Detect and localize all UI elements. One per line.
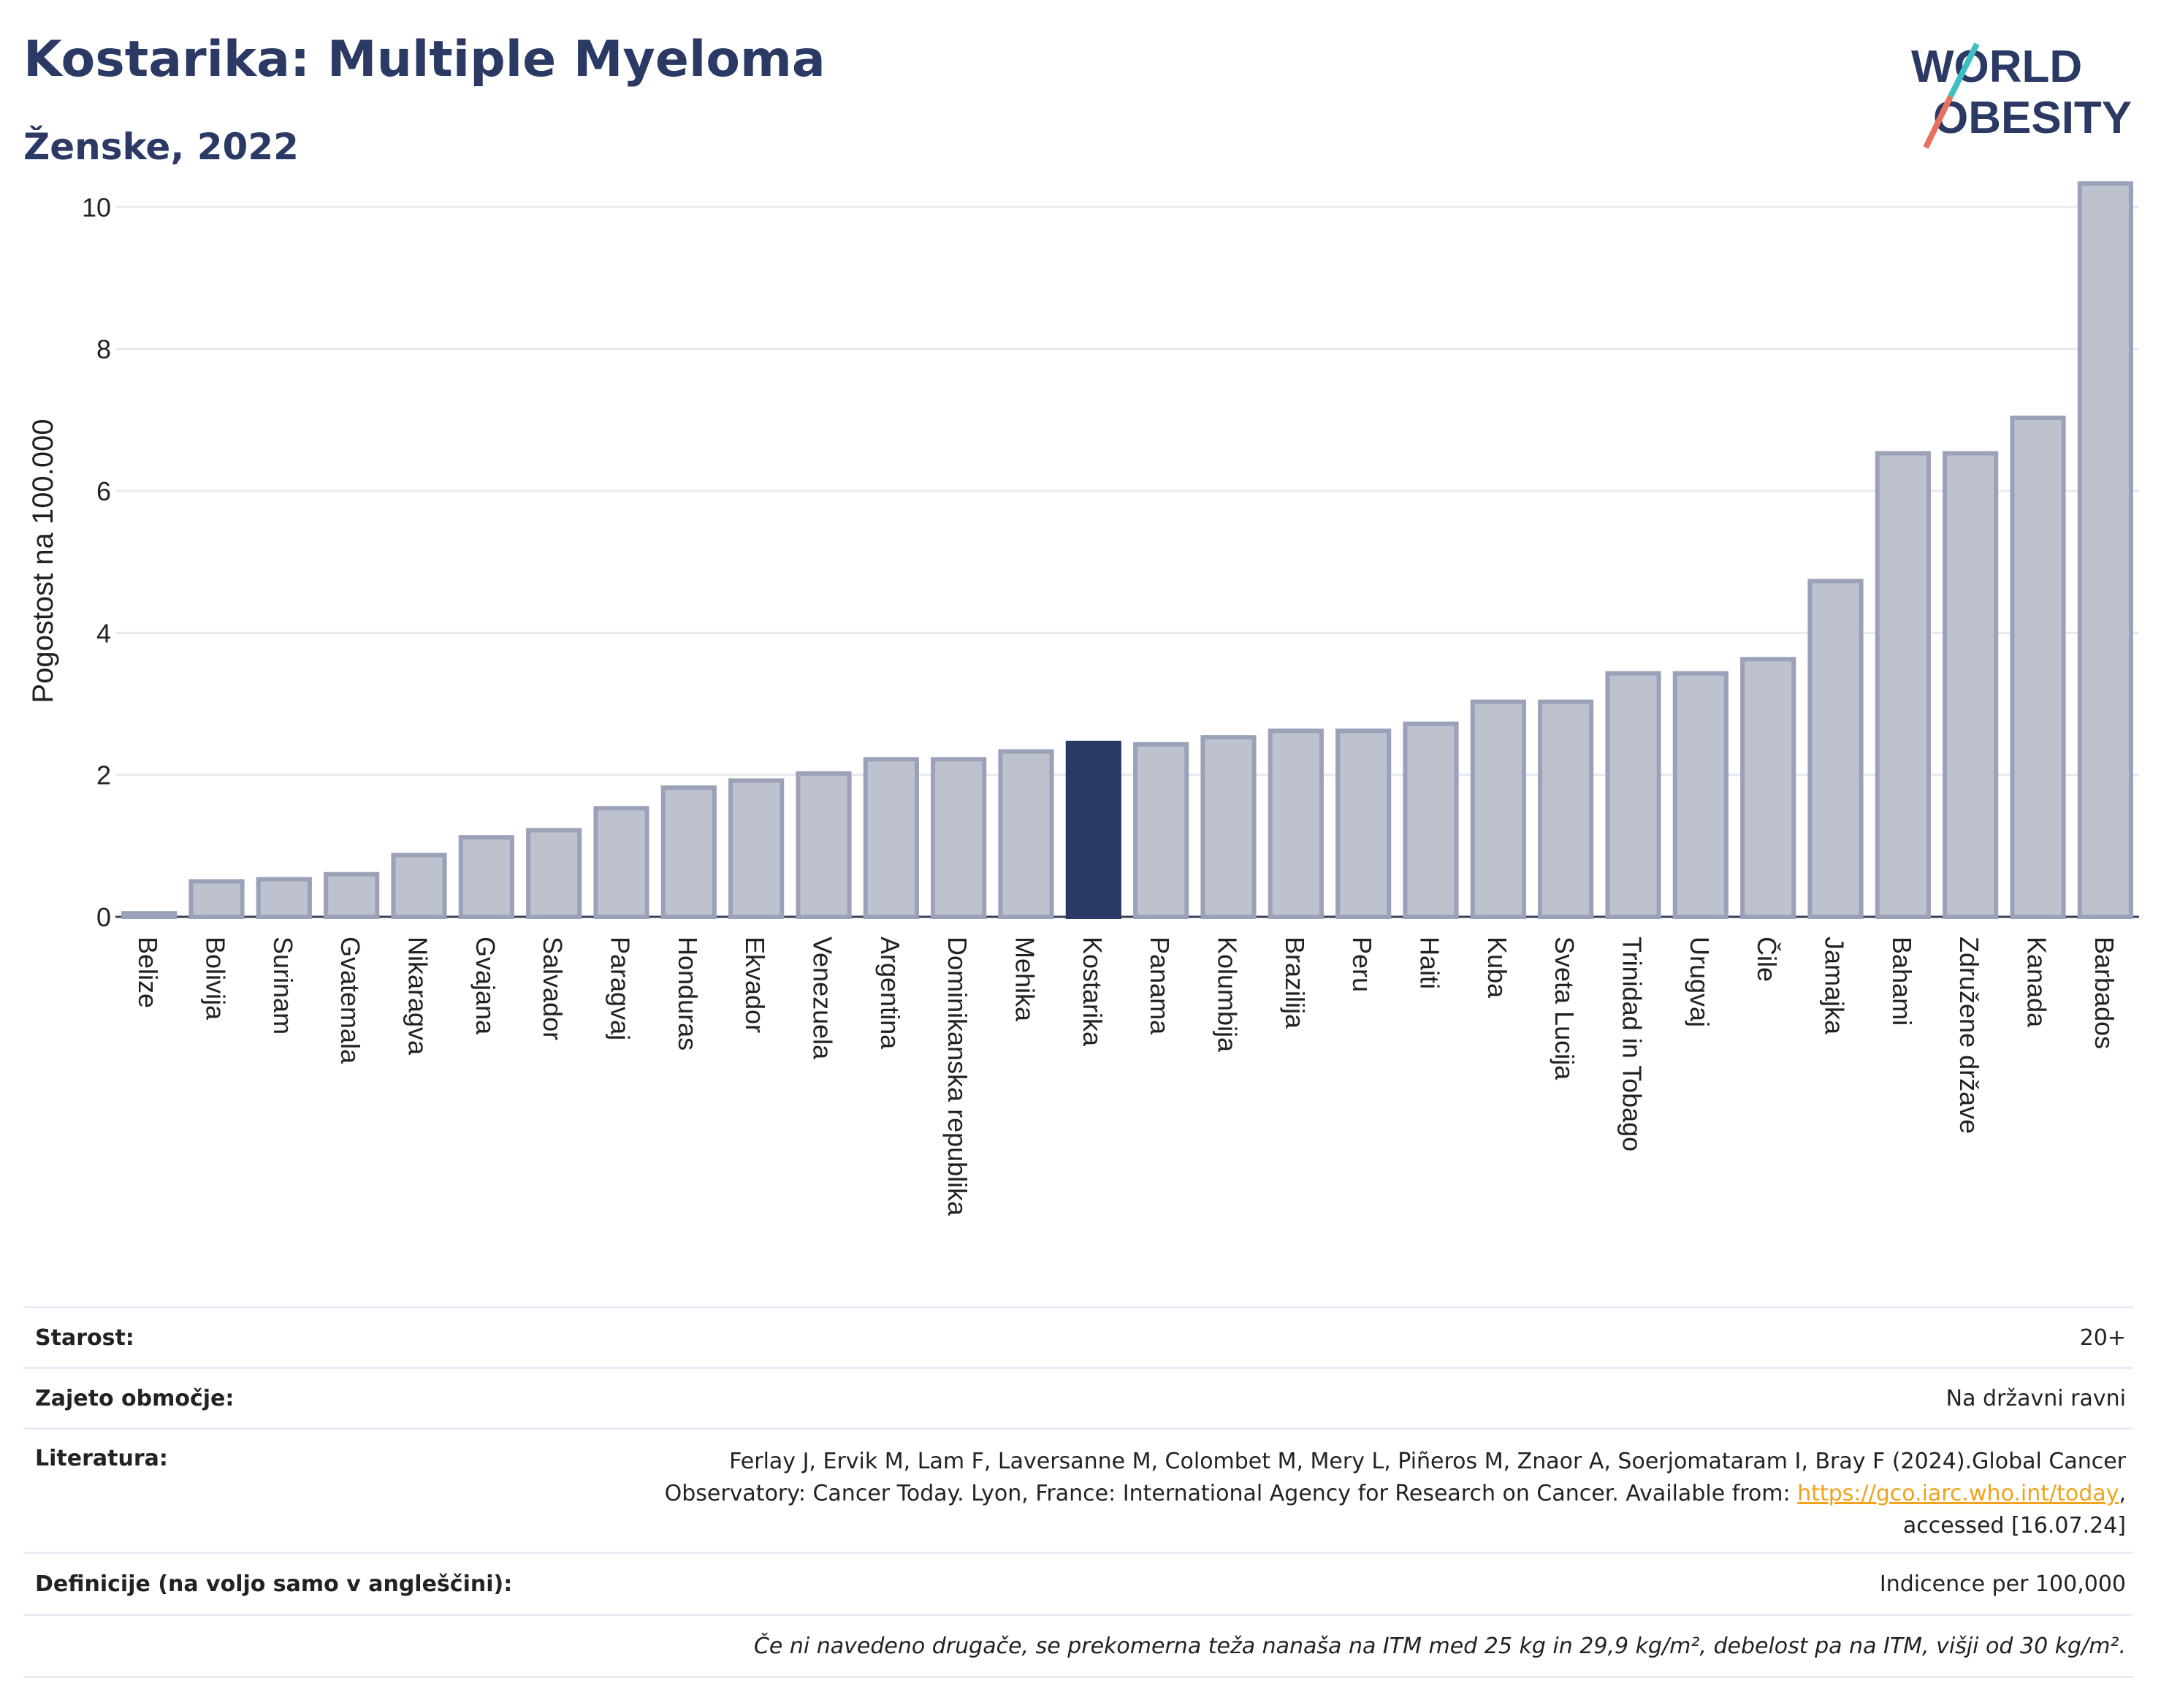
- bar-28: [2010, 415, 2066, 919]
- x-tick-label: Kostarika: [1078, 937, 1108, 1047]
- x-tick-label: Peru: [1347, 937, 1377, 992]
- x-tick-label: Venezuela: [808, 937, 838, 1060]
- x-tick-label: Bolivija: [201, 937, 231, 1021]
- note-row: Če ni navedeno drugače, se prekomerna te…: [23, 1614, 2133, 1678]
- bar-9: [728, 778, 785, 919]
- x-tick-label: Belize: [133, 937, 163, 1008]
- x-tick-label: Brazilija: [1280, 937, 1310, 1029]
- bar-16: [1200, 735, 1257, 920]
- bar-6: [526, 828, 582, 920]
- x-tick-label: Dominikanska republika: [942, 937, 972, 1216]
- x-tick-label: Argentina: [875, 937, 905, 1050]
- bar-20: [1470, 699, 1526, 920]
- literature-value: Ferlay J, Ervik M, Lam F, Laversanne M, …: [621, 1446, 2133, 1552]
- bar-17: [1268, 728, 1324, 919]
- age-label: Starost:: [35, 1324, 134, 1351]
- definitions-label: Definicije (na voljo samo v angleščini):: [35, 1571, 513, 1597]
- logo-line2: OBESITY: [1933, 93, 2132, 143]
- bar-23: [1672, 671, 1729, 919]
- y-tick-label: 10: [82, 192, 111, 222]
- literature-row: Literatura: Ferlay J, Ervik M, Lam F, La…: [23, 1427, 2133, 1552]
- bar-5: [458, 835, 514, 919]
- x-tick-label: Salvador: [538, 937, 568, 1040]
- bar-2: [256, 877, 312, 919]
- bar-0: [121, 911, 178, 919]
- grid-lines: [115, 205, 2139, 918]
- x-tick-label: Ekvador: [740, 937, 770, 1033]
- bar-7: [593, 806, 649, 920]
- bar-22: [1605, 671, 1661, 919]
- bar-29: [2077, 181, 2133, 920]
- x-tick-label: Sveta Lucija: [1550, 937, 1579, 1080]
- bar-14: [1065, 740, 1121, 919]
- bar-4: [391, 853, 447, 920]
- bar-3: [324, 872, 380, 920]
- bars: [121, 181, 2133, 920]
- bar-18: [1335, 728, 1392, 919]
- bar-1: [188, 879, 245, 919]
- y-tick-label: 8: [96, 335, 111, 365]
- literature-link[interactable]: https://gco.iarc.who.int/today: [1797, 1481, 2119, 1506]
- y-tick-label: 2: [96, 760, 111, 790]
- age-value: 20+: [2079, 1324, 2126, 1351]
- bar-24: [1740, 657, 1796, 919]
- definitions-value: Indicence per 100,000: [1879, 1571, 2126, 1597]
- x-tick-label: Čile: [1752, 937, 1782, 982]
- coverage-label: Zajeto območje:: [35, 1385, 235, 1411]
- world-obesity-logo: WORLD OBESITY: [1911, 42, 2132, 149]
- info-table: Starost: 20+ Zajeto območje: Na državni …: [23, 1306, 2133, 1678]
- bar-26: [1875, 451, 1931, 919]
- y-tick-label: 6: [96, 476, 111, 506]
- bar-10: [796, 771, 852, 920]
- x-tick-label: Mehika: [1010, 937, 1040, 1022]
- bar-chart: 0 2 4 6 8 10 Belize Bolivija Surinam Gvatemala Ni…: [27, 181, 2139, 1216]
- coverage-row: Zajeto območje: Na državni ravni: [23, 1367, 2133, 1427]
- x-tick-label: Združene države: [1954, 937, 1984, 1134]
- x-tick-label: Kuba: [1482, 937, 1512, 999]
- x-tick-label: Gvajana: [470, 937, 500, 1035]
- note-text: Če ni navedeno drugače, se prekomerna te…: [753, 1633, 2126, 1659]
- x-tick-labels: Belize Bolivija Surinam Gvatemala Nikaragva G…: [133, 937, 2119, 1216]
- y-tick-labels: 0 2 4 6 8 10: [82, 192, 111, 932]
- bar-27: [1943, 451, 1999, 919]
- literature-text: Ferlay J, Ervik M, Lam F, Laversanne M, …: [664, 1449, 2126, 1506]
- bar-25: [1807, 579, 1864, 919]
- bar-21: [1538, 699, 1594, 920]
- bar-19: [1403, 721, 1459, 919]
- x-tick-label: Kolumbija: [1213, 937, 1243, 1053]
- y-axis-label: Pogostost na 100.000: [27, 419, 59, 703]
- x-tick-label: Bahami: [1887, 937, 1917, 1026]
- x-tick-label: Nikaragva: [403, 937, 433, 1056]
- x-tick-label: Barbados: [2089, 937, 2119, 1049]
- x-tick-label: Surinam: [268, 937, 298, 1034]
- bar-12: [931, 757, 987, 919]
- y-tick-label: 4: [96, 618, 111, 648]
- x-tick-label: Haiti: [1415, 937, 1445, 989]
- bar-13: [998, 749, 1054, 920]
- age-row: Starost: 20+: [23, 1306, 2133, 1367]
- x-tick-label: Honduras: [673, 937, 703, 1051]
- x-tick-label: Kanada: [2022, 937, 2052, 1028]
- logo-line1: WORLD: [1911, 42, 2082, 92]
- x-tick-label: Urugvaj: [1685, 937, 1715, 1027]
- bar-11: [863, 757, 919, 919]
- page-title: Kostarika: Multiple Myeloma: [23, 31, 826, 88]
- page-subtitle: Ženske, 2022: [23, 126, 299, 168]
- x-tick-label: Paragvaj: [606, 937, 636, 1040]
- bar-15: [1133, 741, 1189, 920]
- x-tick-label: Panama: [1145, 937, 1175, 1035]
- literature-label: Literatura:: [35, 1446, 168, 1471]
- y-tick-label: 0: [96, 902, 111, 932]
- x-tick-label: Jamajka: [1820, 937, 1850, 1035]
- x-tick-label: Trinidad in Tobago: [1617, 937, 1647, 1151]
- coverage-value: Na državni ravni: [1945, 1385, 2126, 1411]
- bar-8: [660, 785, 717, 920]
- x-tick-label: Gvatemala: [335, 937, 365, 1064]
- definitions-row: Definicije (na voljo samo v angleščini):…: [23, 1552, 2133, 1614]
- literature-text-end: , accessed [16.07.24]: [1902, 1481, 2126, 1539]
